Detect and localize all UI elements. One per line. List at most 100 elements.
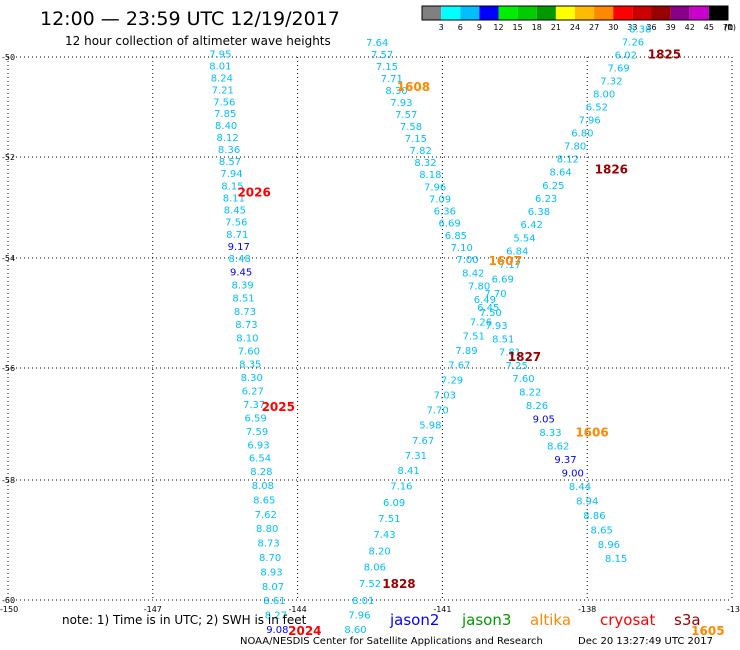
wave-height-point: 9.00 [562, 468, 584, 479]
wave-height-point: 7.25 [506, 361, 528, 372]
wave-height-point: 7.60 [512, 374, 534, 385]
wave-height-point: 7.29 [441, 375, 463, 386]
satellite-jason2: jason2 [389, 611, 439, 629]
legend-label: 18 [532, 23, 542, 32]
wave-height-point: 7.15 [405, 134, 427, 145]
wave-height-point: 6.49 [474, 295, 496, 306]
pass-time-label: 2024 [288, 624, 321, 638]
pass-time-label: 1606 [575, 425, 608, 439]
satellite-jason3: jason3 [461, 611, 511, 629]
y-tick-label: -50 [2, 53, 15, 62]
wave-height-point: 7.89 [455, 346, 477, 357]
wave-height-point: 8.51 [492, 334, 514, 345]
wave-height-point: 8.61 [263, 596, 285, 607]
wave-height-point: 6.09 [383, 498, 405, 509]
wave-height-point: 5.54 [513, 233, 535, 244]
wave-height-point: 7.10 [451, 243, 473, 254]
legend-label: 30 [608, 23, 618, 32]
wave-height-point: 7.60 [238, 347, 260, 358]
wave-height-point: 7.09 [429, 194, 451, 205]
wave-height-point: 8.70 [259, 553, 281, 564]
wave-height-point: 8.44 [569, 482, 591, 493]
wave-height-point: 8.06 [364, 563, 386, 574]
wave-height-point: 8.12 [216, 133, 238, 144]
legend-swatch [555, 6, 575, 20]
legend-label: 33 [627, 23, 637, 32]
satellite-legend: jason2 jason3 altika cryosat s3a [389, 611, 701, 629]
wave-height-point: 8.01 [352, 596, 374, 607]
legend-swatch [422, 6, 442, 20]
wave-height-point: 8.00 [593, 90, 615, 101]
pass-time-label: 1825 [648, 48, 681, 62]
legend-label: 9 [477, 23, 482, 32]
wave-height-point: 6.54 [249, 454, 271, 465]
wave-height-point: 8.51 [232, 294, 254, 305]
axis-ticks: -50 -52 -54 -56 -58 -60-150 -147 -144 -141 -138 -1… [0, 53, 740, 614]
chart-title: 12:00 — 23:59 UTC 12/19/2017 [40, 8, 340, 30]
color-scale-legend: 3 6 9 12 15 18 21 24 27 30 33 36 39 42 45 70(ft) [421, 5, 736, 32]
legend-swatch [575, 6, 595, 20]
wave-height-point: 8.15 [221, 181, 243, 192]
x-tick-label: -150 [0, 605, 18, 614]
wave-height-point: 8.26 [526, 401, 548, 412]
wave-height-point: 7.31 [405, 451, 427, 462]
wave-height-point: 7.21 [212, 86, 234, 97]
wave-height-point: 8.33 [539, 428, 561, 439]
wave-height-point: 5.98 [419, 421, 441, 432]
pass-time-label: 1607 [488, 254, 521, 268]
wave-height-point: 8.11 [223, 193, 245, 204]
wave-height-point: 9.37 [554, 455, 576, 466]
wave-height-point: 6.69 [492, 274, 514, 285]
wave-height-point: 8.86 [583, 511, 605, 522]
wave-height-point: 8.18 [419, 170, 441, 181]
wave-height-point: 7.43 [373, 530, 395, 541]
wave-height-point: 9.17 [228, 242, 250, 253]
legend-swatch [689, 6, 709, 20]
wave-height-point: 8.62 [547, 441, 569, 452]
wave-height-point: 8.42 [462, 268, 484, 279]
wave-height-point: 7.50 [480, 308, 502, 319]
x-tick-label: -138 [578, 605, 596, 614]
wave-height-point: 8.22 [519, 388, 541, 399]
legend-swatch [670, 6, 690, 20]
legend-label: 12 [493, 23, 503, 32]
legend-swatch [517, 6, 537, 20]
wave-height-point: 7.80 [468, 282, 490, 293]
wave-height-point: 7.57 [371, 50, 393, 61]
wave-height-point: 6.27 [242, 387, 264, 398]
y-tick-label: -52 [2, 153, 15, 162]
x-tick-label: -147 [144, 605, 162, 614]
wave-height-point: 8.30 [385, 86, 407, 97]
legend-label: 39 [666, 23, 676, 32]
legend-label: 36 [646, 23, 656, 32]
wave-height-point: 8.64 [550, 168, 572, 179]
legend-swatch [479, 6, 499, 20]
wave-height-point: 8.94 [576, 497, 598, 508]
wave-height-point: 8.93 [260, 567, 282, 578]
wave-height-point: 7.57 [395, 110, 417, 121]
legend-swatch [441, 6, 461, 20]
wave-height-point: 8.35 [239, 360, 261, 371]
pass-time-label: 1605 [691, 624, 724, 638]
wave-height-point: 7.15 [376, 62, 398, 73]
wave-height-point: 8.30 [241, 373, 263, 384]
wave-height-point: 8.24 [211, 74, 233, 85]
wave-height-point: 7.81 [499, 348, 521, 359]
pass-time-label: 1826 [595, 163, 628, 177]
wave-height-point: 6.38 [528, 207, 550, 218]
wave-height-point: 7.56 [213, 98, 235, 109]
wave-height-point: 8.27 [265, 611, 287, 622]
wave-height-point: 7.96 [578, 116, 600, 127]
wave-height-point: 7.26 [622, 38, 644, 49]
satellite-altika: altika [530, 611, 571, 629]
wave-height-point: 6.36 [434, 207, 456, 218]
legend-frame [421, 5, 729, 21]
legend-label: 6 [458, 23, 463, 32]
wave-height-point: 6.69 [439, 219, 461, 230]
legend-label: 45 [704, 23, 714, 32]
credit-line: NOAA/NESDIS Center for Satellite Applica… [240, 636, 543, 647]
wave-height-point: 7.82 [410, 146, 432, 157]
x-tick-label: -144 [289, 605, 307, 614]
wave-height-point: 6.85 [445, 231, 467, 242]
